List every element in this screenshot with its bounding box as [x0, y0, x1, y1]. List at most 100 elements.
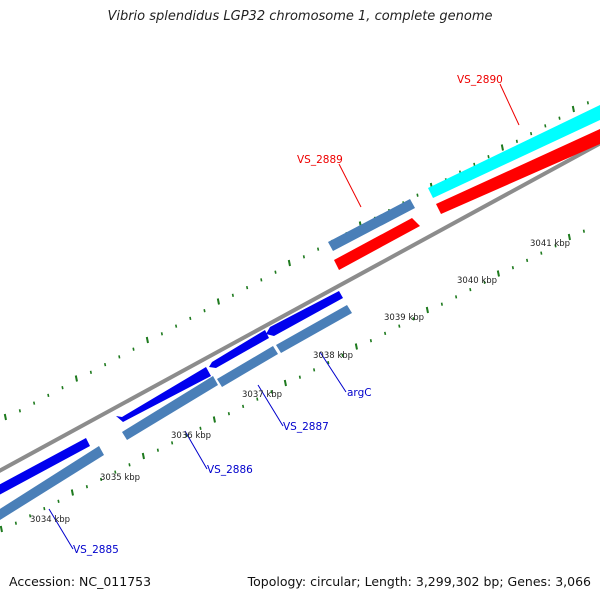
gene-vs2890-cyan-feature[interactable]	[428, 105, 600, 198]
outer-tick-5	[74, 375, 78, 382]
inner-tick-33	[469, 287, 472, 292]
inner-tick-26	[369, 339, 372, 343]
inner-tick-25	[354, 343, 358, 350]
label-leader-vs2886	[184, 430, 208, 470]
label-leader-vs2890	[499, 83, 520, 126]
outer-tick-39	[558, 116, 561, 120]
outer-tick-8	[118, 355, 121, 359]
outer-tick-1	[18, 409, 21, 413]
inner-tick-16	[227, 412, 230, 416]
inner-tick-32	[455, 295, 458, 299]
outer-tick-15	[216, 298, 220, 305]
label-leader-vs2889	[338, 163, 362, 208]
outer-tick-40	[571, 105, 575, 113]
outer-tick-12	[175, 324, 178, 328]
inner-tick-40	[567, 233, 571, 241]
outer-tick-6	[89, 370, 92, 374]
inner-tick-22	[313, 368, 316, 372]
scale-label-3035: 3035 kbp	[100, 473, 140, 483]
outer-tick-19	[274, 270, 277, 274]
genome-backbone	[0, 141, 600, 473]
gene-vs2886-feature[interactable]	[116, 367, 211, 422]
inner-tick-14	[199, 426, 202, 430]
track2-gene-3	[217, 346, 278, 387]
outer-tick-11	[160, 332, 163, 336]
outer-tick-4	[61, 386, 64, 390]
scale-label-3036: 3036 kbp	[171, 431, 211, 441]
accession-text: Accession: NC_011753	[9, 574, 152, 589]
inner-tick-13	[185, 433, 188, 438]
inner-tick-4	[57, 499, 60, 503]
outer-tick-35	[500, 144, 504, 151]
outer-tick-0	[3, 413, 7, 421]
inner-tick-3	[43, 506, 46, 511]
outer-tick-18	[260, 278, 263, 282]
inner-tick-39	[554, 244, 557, 248]
scale-label-3038: 3038 kbp	[313, 351, 353, 361]
gene-vs2887-feature[interactable]	[209, 330, 269, 368]
scale-label-3039: 3039 kbp	[384, 313, 424, 323]
outer-tick-34	[487, 155, 490, 159]
inner-tick-2	[29, 514, 32, 518]
outer-tick-2	[33, 401, 36, 405]
label-leader-vs2887	[257, 384, 284, 427]
inner-tick-34	[483, 280, 486, 284]
gene-argc-feature[interactable]	[266, 291, 343, 336]
inner-tick-41	[582, 229, 585, 233]
outer-tick-ring	[3, 101, 589, 421]
gene-vs2889-feature[interactable]	[334, 218, 420, 270]
outer-tick-22	[317, 247, 320, 251]
inner-tick-10	[141, 452, 145, 460]
outer-tick-29	[416, 193, 419, 197]
gene-label-vs2886[interactable]: VS_2886	[207, 464, 253, 476]
outer-tick-14	[203, 309, 206, 313]
inner-tick-31	[440, 302, 443, 306]
inner-tick-20	[283, 379, 287, 387]
outer-tick-9	[132, 347, 135, 351]
scale-label-3037: 3037 kbp	[242, 390, 282, 400]
inner-tick-28	[398, 324, 401, 328]
outer-tick-38	[544, 124, 547, 128]
gene-label-vs2889[interactable]: VS_2889	[297, 154, 343, 166]
outer-tick-7	[104, 362, 107, 367]
inner-tick-36	[511, 266, 514, 270]
map-title: Vibrio splendidus LGP32 chromosome 1, co…	[107, 9, 493, 24]
inner-tick-35	[496, 270, 500, 277]
track2-gene-4	[276, 305, 352, 353]
outer-tick-10	[145, 336, 149, 344]
gene-label-vs2885[interactable]: VS_2885	[73, 544, 119, 556]
scale-label-3034: 3034 kbp	[30, 515, 70, 525]
inner-tick-ring	[0, 229, 585, 533]
inner-tick-0	[0, 525, 3, 533]
inner-tick-30	[425, 306, 429, 314]
outer-tick-41	[586, 101, 589, 105]
outer-tick-3	[47, 393, 50, 398]
label-leader-vs2885	[48, 508, 74, 550]
inner-tick-11	[156, 448, 159, 452]
inner-tick-37	[526, 258, 529, 263]
gene-label-argc[interactable]: argC	[347, 387, 372, 399]
inner-tick-9	[128, 463, 131, 467]
scale-label-3041: 3041 kbp	[530, 239, 570, 249]
track2-gene-1	[0, 446, 104, 520]
gene-label-vs2890[interactable]: VS_2890	[457, 74, 503, 86]
label-leader-argc	[319, 351, 347, 393]
track2-gene-5	[328, 199, 415, 251]
inner-tick-12	[171, 441, 174, 445]
outer-tick-21	[302, 255, 305, 259]
inner-tick-6	[85, 485, 88, 489]
inner-tick-8	[114, 470, 117, 474]
outer-tick-17	[246, 285, 249, 290]
inner-tick-29	[412, 317, 415, 321]
gene-label-vs2887[interactable]: VS_2887	[283, 421, 329, 433]
outer-tick-13	[189, 316, 192, 321]
inner-tick-27	[384, 331, 387, 336]
scale-label-3040: 3040 kbp	[457, 276, 497, 286]
gene-vs2890-feature[interactable]	[436, 129, 600, 214]
outer-tick-20	[287, 259, 291, 267]
inner-tick-24	[341, 353, 344, 357]
gene-vs2885-feature[interactable]	[0, 438, 90, 495]
outer-tick-33	[473, 162, 476, 167]
genome-summary-text: Topology: circular; Length: 3,299,302 bp…	[247, 574, 591, 589]
inner-tick-7	[100, 477, 103, 482]
